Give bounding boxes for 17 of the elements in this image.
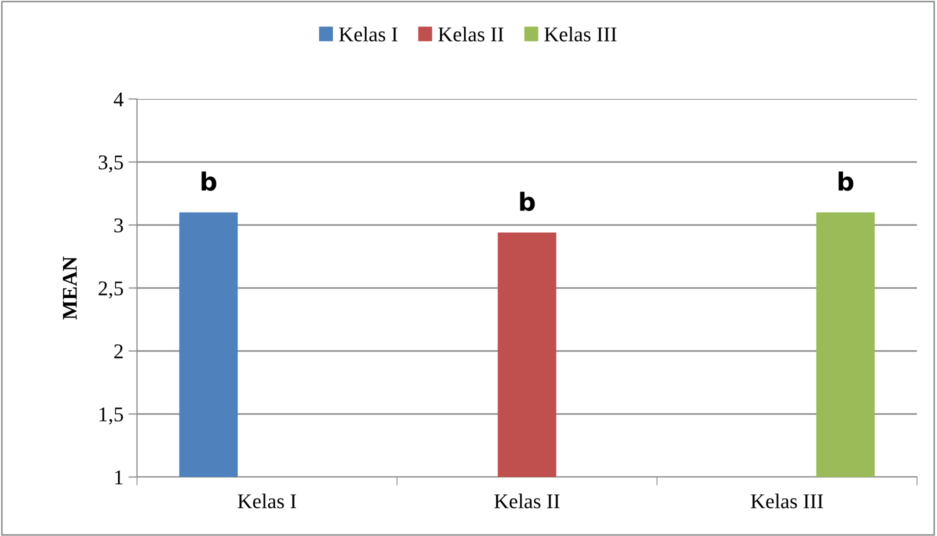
y-tick-label: 4 [114, 92, 124, 106]
y-tick-label: 3,5 [98, 155, 123, 172]
y-tick-label: 2 [114, 344, 123, 358]
annotation: b [202, 172, 216, 191]
legend-label: Kelas III [544, 26, 617, 42]
y-tick-label: 1 [115, 470, 123, 484]
legend-label: Kelas I [339, 26, 398, 42]
y-tick-label: 2,5 [98, 281, 123, 298]
y-tick-label: 3 [114, 218, 123, 232]
legend-label: Kelas II [438, 26, 504, 42]
x-tick-label: Kelas II [494, 494, 560, 508]
y-axis-title: MEAN [62, 256, 77, 320]
annotation: b [838, 172, 854, 191]
y-tick-label: 1,5 [100, 407, 123, 424]
x-tick-label: Kelas III [750, 494, 823, 508]
x-tick-label: Kelas I [238, 494, 296, 508]
annotation: b [520, 192, 535, 212]
